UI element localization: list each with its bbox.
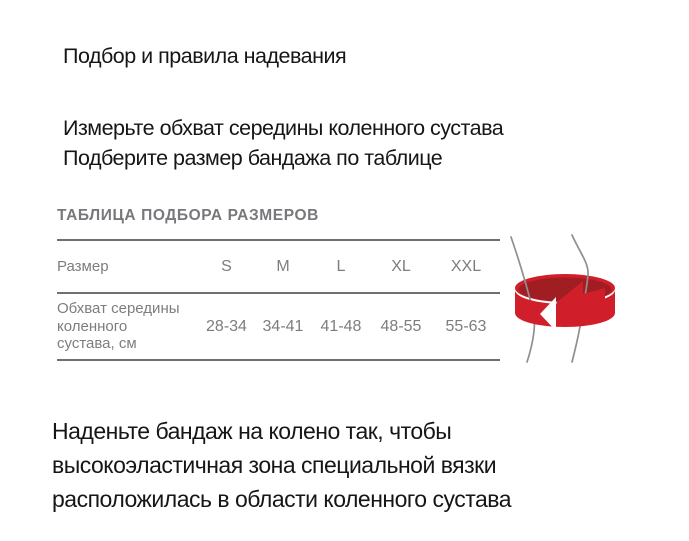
measurement-cell-m: 34-41 xyxy=(262,317,304,335)
size-table-section: ТАБЛИЦА ПОДБОРА РАЗМЕРОВ Размер S M L XL… xyxy=(57,207,500,361)
outro-paragraph: Наденьте бандаж на колено так, чтобы выс… xyxy=(52,414,512,516)
intro-line-2: Подберите размер бандажа по таблице xyxy=(63,146,443,170)
page-title: Подбор и правила надевания xyxy=(63,44,347,68)
measurement-row-label: Обхват середины коленного сустава, см xyxy=(57,300,180,353)
size-table: Размер S M L XL XXL Обхват середины коле… xyxy=(57,239,500,361)
size-cell-m: M xyxy=(276,257,290,275)
outro-line-1: Наденьте бандаж на колено так, чтобы xyxy=(52,418,452,444)
outro-line-2: высокоэластичная зона специальной вязки xyxy=(52,452,497,478)
size-row-label: Размер xyxy=(57,257,109,275)
size-table-title: ТАБЛИЦА ПОДБОРА РАЗМЕРОВ xyxy=(57,207,319,224)
measurement-cell-l: 41-48 xyxy=(320,317,362,335)
measurement-cell-xl: 48-55 xyxy=(380,317,422,335)
measurement-cell-xxl: 55-63 xyxy=(445,317,487,335)
table-row-sizes: Размер S M L XL XXL xyxy=(57,241,500,294)
intro-line-1: Измерьте обхват середины коленного суста… xyxy=(63,116,504,140)
table-row-measurements: Обхват середины коленного сустава, см 28… xyxy=(57,294,500,359)
band-end-notch xyxy=(540,297,556,331)
knee-band-illustration xyxy=(510,234,615,363)
size-cell-xl: XL xyxy=(391,257,411,275)
size-cell-s: S xyxy=(221,257,232,275)
intro-paragraph: Измерьте обхват середины коленного суста… xyxy=(63,113,504,173)
size-cell-l: L xyxy=(336,257,346,275)
outro-line-3: расположилась в области коленного сустав… xyxy=(52,486,512,512)
size-cell-xxl: XXL xyxy=(450,257,482,275)
measurement-cell-s: 28-34 xyxy=(206,317,247,335)
wrap-direction-arrow-icon xyxy=(556,281,605,325)
